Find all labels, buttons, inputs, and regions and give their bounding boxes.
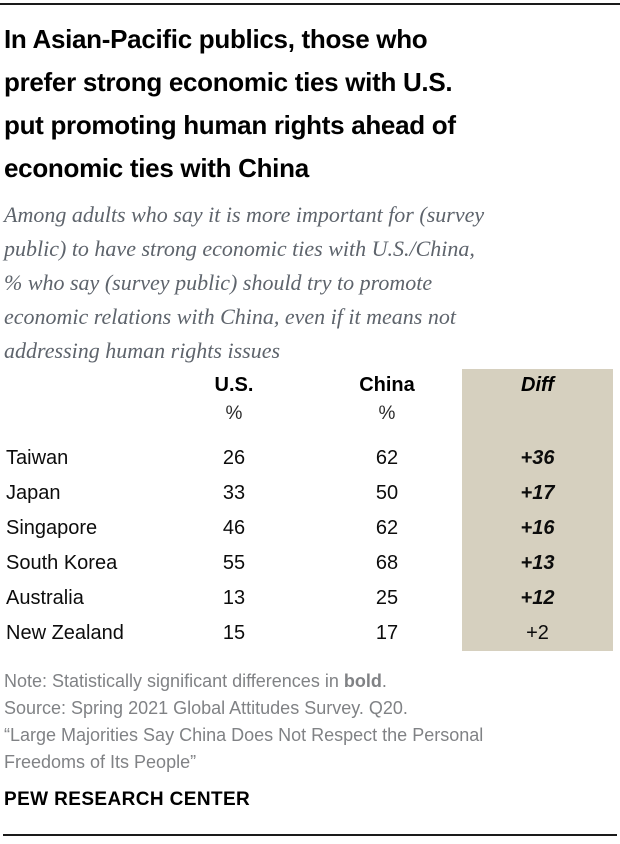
note-text: Note: Statistically significant differen… (4, 668, 616, 695)
page-subtitle: Among adults who say it is more importan… (4, 202, 485, 363)
us-value: 46 (222, 517, 246, 539)
unit-empty-cell (4, 401, 156, 427)
country-label: Taiwan (6, 447, 69, 469)
diff-value: +17 (520, 482, 555, 504)
unit-china: % (378, 403, 396, 424)
country-label: New Zealand (6, 622, 124, 644)
us-value: 33 (222, 482, 246, 504)
diff-value: +12 (520, 587, 555, 609)
table-grid: U.S. China Diff % % Taiwan 26 62 +36 Jap… (4, 369, 613, 651)
country-label: Australia (6, 587, 84, 609)
us-value: 26 (222, 447, 246, 469)
china-value: 62 (375, 517, 399, 539)
country-label: Japan (6, 482, 61, 504)
column-header-us: U.S. (214, 373, 254, 396)
column-header-diff: Diff (521, 373, 554, 396)
chart-card: In Asian-Pacific publics, those who pref… (0, 5, 620, 812)
us-value: 13 (222, 587, 246, 609)
diff-value: +13 (520, 552, 555, 574)
report-title-text: “Large Majorities Say China Does Not Res… (4, 725, 484, 772)
bottom-divider (3, 834, 617, 836)
header-empty-cell (4, 369, 156, 401)
source-text: Source: Spring 2021 Global Attitudes Sur… (4, 698, 408, 718)
diff-value: +16 (520, 517, 555, 539)
top-divider (0, 3, 620, 5)
china-value: 50 (375, 482, 399, 504)
footnotes: Note: Statistically significant differen… (4, 668, 616, 776)
china-value: 25 (375, 587, 399, 609)
us-value: 15 (222, 622, 246, 644)
unit-diff (462, 401, 613, 427)
diff-value: +2 (526, 622, 549, 644)
pew-research-center-wordmark: PEW RESEARCH CENTER (4, 789, 251, 810)
diff-table: U.S. China Diff % % Taiwan 26 62 +36 Jap… (4, 369, 613, 651)
country-label: Singapore (6, 517, 98, 539)
china-value: 62 (375, 447, 399, 469)
note-bold-word: bold (343, 671, 382, 691)
header-body-spacer (4, 427, 613, 441)
page-title: In Asian-Pacific publics, those who pref… (4, 24, 456, 183)
unit-us: % (225, 403, 243, 424)
us-value: 55 (222, 552, 246, 574)
diff-column-highlight (462, 369, 613, 651)
country-label: South Korea (6, 552, 118, 574)
china-value: 68 (375, 552, 399, 574)
note-prefix: Note: Statistically significant differen… (4, 671, 344, 691)
note-suffix: . (381, 671, 387, 691)
column-header-china: China (359, 373, 415, 396)
china-value: 17 (375, 622, 399, 644)
diff-value: +36 (520, 447, 555, 469)
